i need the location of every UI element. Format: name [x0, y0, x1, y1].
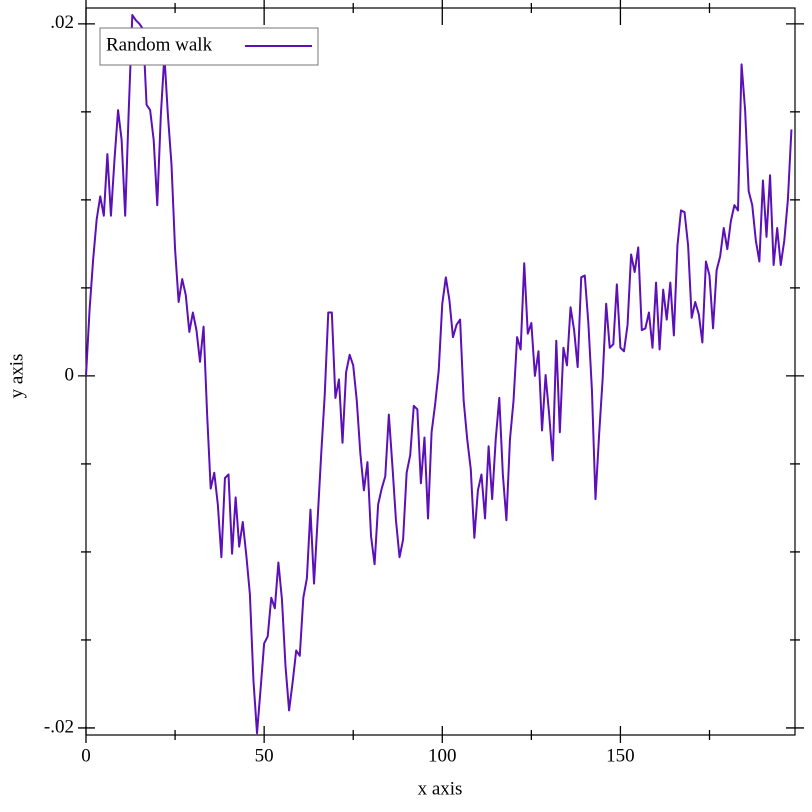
y-tick-label: 0 — [65, 364, 75, 385]
plot-frame — [85, 7, 796, 736]
x-tick-label: 100 — [428, 745, 457, 766]
y-axis-label: y axis — [6, 354, 27, 399]
x-axis-label: x axis — [418, 778, 463, 799]
y-tick-label: -.02 — [44, 716, 74, 737]
y-tick-label: .02 — [50, 12, 74, 33]
x-tick-label: 150 — [606, 745, 635, 766]
x-tick-label: 0 — [81, 745, 91, 766]
data-line — [85, 14, 793, 735]
legend-label: Random walk — [106, 34, 213, 55]
x-tick-label: 50 — [255, 745, 274, 766]
